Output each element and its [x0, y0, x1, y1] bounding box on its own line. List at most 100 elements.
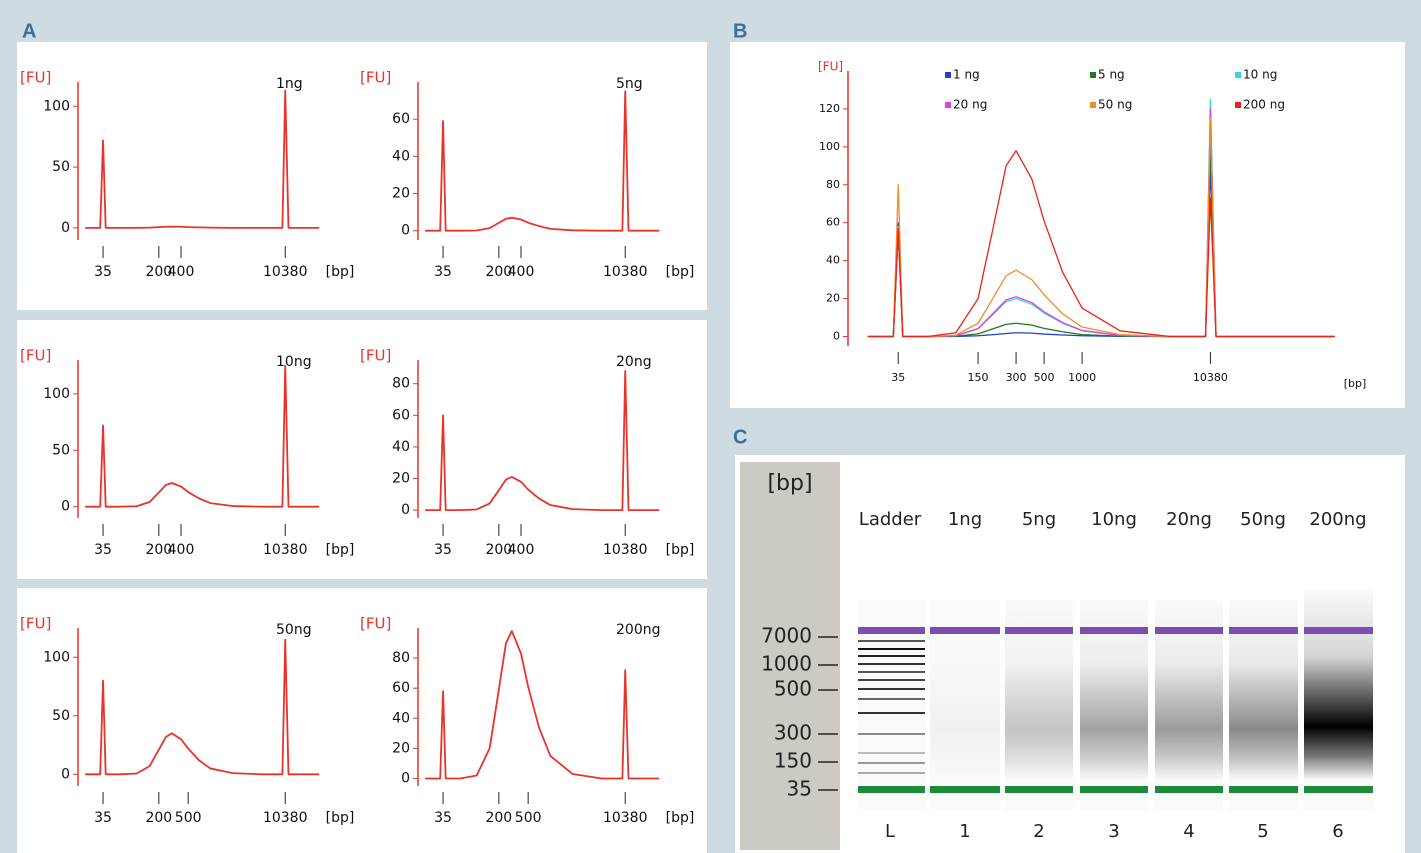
gel-marker: 500 [774, 677, 812, 701]
y-axis-label: [FU] [360, 347, 391, 365]
legend-label: 20 ng [953, 98, 987, 112]
x-tick-label: 35 [891, 371, 905, 384]
panel-label: C [733, 426, 747, 448]
chart-title: 20ng [616, 354, 652, 370]
legend-swatch [1090, 72, 1096, 78]
lane-number: 1 [959, 821, 970, 842]
y-axis-label: [FU] [20, 615, 51, 633]
y-tick-label: 50 [52, 159, 70, 175]
x-axis-label: [bp] [666, 810, 695, 826]
y-tick-label: 0 [401, 502, 410, 518]
gel-lanes [858, 590, 1373, 810]
y-tick-label: 80 [826, 178, 840, 191]
gel-marker: 7000 [761, 624, 812, 648]
chart-title: 1ng [276, 76, 303, 92]
y-tick-label: 120 [819, 102, 840, 115]
lane-number: 6 [1332, 821, 1343, 842]
y-axis-label: [FU] [360, 69, 391, 87]
gel-marker: 300 [774, 721, 812, 745]
legend-swatch [1235, 102, 1241, 108]
x-tick-label: 300 [1006, 371, 1027, 384]
legend-swatch [945, 102, 951, 108]
y-axis-label: [FU] [20, 69, 51, 87]
y-tick-label: 80 [392, 650, 410, 666]
x-tick-label: 10380 [1193, 371, 1228, 384]
x-tick-label: 10380 [603, 264, 648, 280]
y-tick-label: 20 [392, 740, 410, 756]
y-tick-label: 0 [61, 220, 70, 236]
y-tick-label: 60 [392, 111, 410, 127]
x-tick-label: 400 [168, 264, 195, 280]
y-tick-label: 0 [401, 770, 410, 786]
y-tick-label: 40 [826, 254, 840, 267]
lane-label: Ladder [859, 509, 922, 530]
y-tick-label: 20 [392, 471, 410, 487]
y-tick-label: 100 [43, 98, 70, 114]
chart-title: 10ng [276, 354, 312, 370]
x-tick-label: 200 [485, 810, 512, 826]
lane-number: 5 [1257, 821, 1268, 842]
panel-label: A [22, 20, 36, 42]
legend-label: 50 ng [1098, 98, 1132, 112]
x-axis-label: [bp] [326, 264, 355, 280]
y-tick-label: 100 [43, 649, 70, 665]
y-tick-label: 40 [392, 148, 410, 164]
x-tick-label: 1000 [1068, 371, 1096, 384]
x-tick-label: 400 [168, 542, 195, 558]
x-tick-label: 400 [508, 542, 535, 558]
y-tick-label: 100 [819, 140, 840, 153]
x-tick-label: 10380 [603, 542, 648, 558]
gel-ylabel: [bp] [767, 471, 812, 496]
legend-label: 5 ng [1098, 68, 1125, 82]
x-tick-label: 10380 [263, 810, 308, 826]
y-tick-label: 40 [392, 710, 410, 726]
y-tick-label: 20 [392, 186, 410, 202]
y-tick-label: 60 [392, 680, 410, 696]
lane-label: 10ng [1091, 509, 1137, 530]
y-tick-label: 100 [43, 386, 70, 402]
x-tick-label: 200 [145, 810, 172, 826]
y-tick-label: 80 [392, 376, 410, 392]
x-tick-label: 150 [968, 371, 989, 384]
y-tick-label: 50 [52, 708, 70, 724]
gel-upper-marker [858, 627, 1373, 634]
x-tick-label: 10380 [263, 264, 308, 280]
legend-label: 1 ng [953, 68, 980, 82]
chart-title: 50ng [276, 622, 312, 638]
y-tick-label: 0 [401, 223, 410, 239]
x-axis-label: [bp] [326, 542, 355, 558]
x-tick-label: 35 [434, 542, 452, 558]
x-tick-label: 500 [175, 810, 202, 826]
legend-label: 200 ng [1243, 98, 1285, 112]
lane-number: 2 [1033, 821, 1044, 842]
legend-label: 10 ng [1243, 68, 1277, 82]
y-tick-label: 0 [61, 499, 70, 515]
gel-marker: 150 [774, 749, 812, 773]
chart-title: 5ng [616, 76, 643, 92]
x-tick-label: 500 [515, 810, 542, 826]
lane-number: L [885, 821, 895, 842]
y-tick-label: 0 [833, 330, 840, 343]
x-tick-label: 35 [94, 542, 112, 558]
x-axis-label: [bp] [326, 810, 355, 826]
figure: A B C [bp] 7000 1000 500 300 150 35 [0, 0, 1421, 853]
y-axis-label: [FU] [818, 60, 843, 74]
y-axis-label: [FU] [20, 347, 51, 365]
legend-swatch [1235, 72, 1241, 78]
y-tick-label: 60 [392, 407, 410, 423]
legend-swatch [945, 72, 951, 78]
x-tick-label: 500 [1034, 371, 1055, 384]
panel-label: B [733, 20, 747, 42]
lane-label: 50ng [1240, 509, 1286, 530]
gel-marker: 1000 [761, 652, 812, 676]
y-axis-label: [FU] [360, 615, 391, 633]
y-tick-label: 40 [392, 439, 410, 455]
y-tick-label: 60 [826, 216, 840, 229]
lane-label: 5ng [1022, 509, 1056, 530]
gel-marker: 35 [787, 777, 812, 801]
lane-label: 200ng [1309, 509, 1366, 530]
lane-number: 3 [1108, 821, 1119, 842]
x-tick-label: 10380 [263, 542, 308, 558]
x-tick-label: 400 [508, 264, 535, 280]
y-tick-label: 20 [826, 292, 840, 305]
